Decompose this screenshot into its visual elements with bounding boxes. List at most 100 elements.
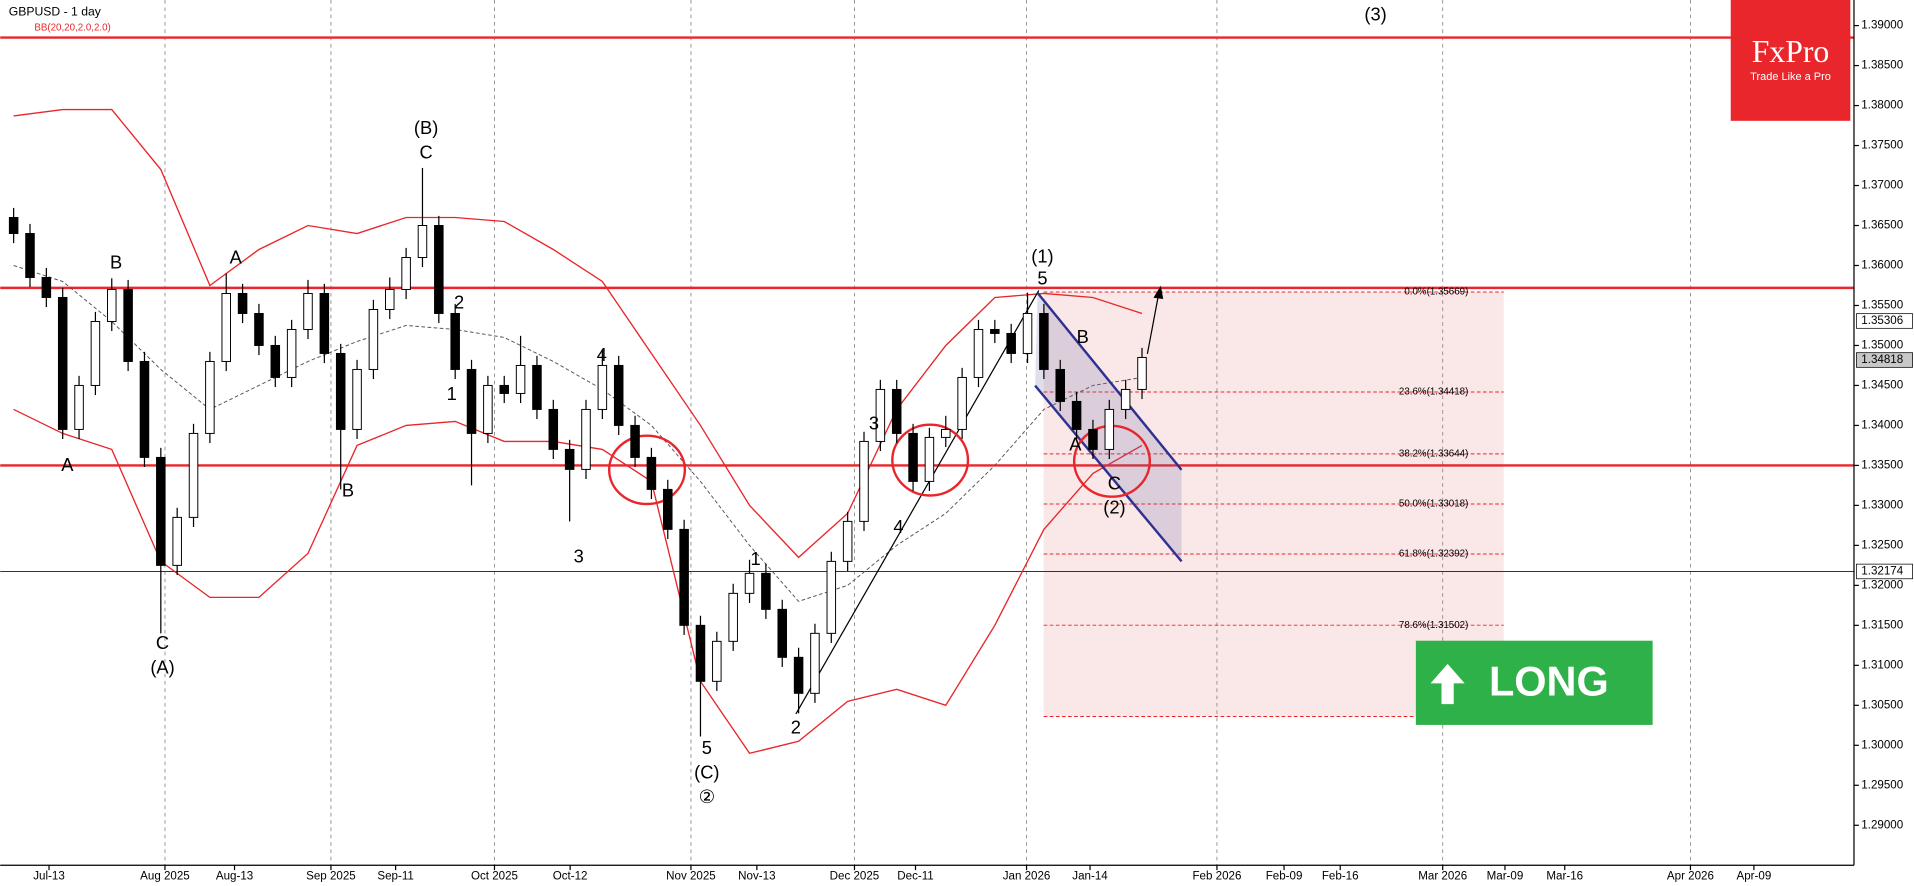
x-tick-label: Nov-13 [738,870,775,882]
x-tick-label: Oct 2025 [471,870,518,882]
wave-label: C [156,632,169,653]
highlight-circle [607,434,687,506]
channel-line [1034,384,1183,563]
candle-body [777,608,788,658]
y-tick-label: 1.36500 [1861,220,1903,232]
wave-label: 5 [702,737,712,758]
candle-body [1104,408,1115,450]
candle-body [107,288,117,322]
bollinger-middle [13,265,1143,602]
y-tick-label: 1.37500 [1861,140,1903,152]
candle-body [548,408,559,450]
candle-body [352,368,362,430]
symbol-title: GBPUSD - 1 day [9,4,102,18]
candle-body [139,360,150,458]
y-tick-label: 1.35000 [1861,340,1903,352]
fib-label: 38.2%(1.33644) [1399,448,1468,459]
wave-label: 4 [893,516,903,537]
wave-label: C [420,142,433,163]
y-tick-label: 1.29500 [1861,779,1903,791]
wave-label: ② [699,786,715,807]
candle-body [1071,400,1082,430]
candle-body [417,225,428,258]
candle-body [875,388,886,442]
candle-body [810,632,820,694]
candle-body [663,488,673,530]
x-tick-label: Feb-09 [1266,870,1303,882]
candle-body [941,428,951,438]
x-tick-label: Feb-16 [1322,870,1359,882]
x-tick-label: Jul-13 [33,870,65,882]
wave-label: (3) [1364,4,1386,25]
candle-body [319,292,330,354]
x-tick-label: Dec-11 [897,870,933,882]
channel-line [1036,292,1183,471]
forecast-arrow [1146,295,1159,355]
candle-body [630,424,640,458]
candle-body [188,432,199,518]
wave-label: (B) [414,117,438,138]
wave-label: (A) [150,657,174,678]
price-tag [1856,563,1913,580]
x-tick-label: Aug 2025 [140,870,190,882]
price-tag-label: 1.34818 [1861,354,1903,366]
candle-body [728,592,738,642]
candle-body [1055,368,1066,402]
x-tick-label: Dec 2025 [830,870,880,882]
y-tick-label: 1.39000 [1861,20,1903,32]
y-tick-label: 1.30500 [1861,699,1903,711]
candle-body [712,640,722,682]
wave-label: 1 [751,548,761,569]
candle-body [761,572,771,610]
candle-body [123,288,133,362]
wave-label: A [61,454,74,475]
wave-label: C [1108,472,1121,493]
candle-body [466,368,477,434]
candle-body [401,257,411,290]
x-tick-label: Sep 2025 [306,870,356,882]
fib-label: 23.6%(1.34418) [1399,387,1468,398]
wave-label: 2 [791,716,801,737]
candle-body [1088,428,1098,450]
wave-label: (2) [1103,497,1125,518]
x-tick-label: Jan-14 [1072,870,1108,882]
up-arrow-icon [1430,663,1465,705]
wave-label: B [110,251,122,272]
x-tick-label: Mar-09 [1487,870,1524,882]
y-tick-label: 1.32000 [1861,579,1903,591]
candle-body [90,320,101,386]
candle-body [156,456,166,566]
y-tick-label: 1.34000 [1861,419,1903,431]
candle-body [744,572,755,594]
candle-body [483,384,493,434]
wave-label: (C) [694,762,719,783]
wave-label: 3 [869,413,879,434]
x-tick-label: Apr 2026 [1667,870,1714,882]
candle-body [1022,312,1033,354]
candle-body [842,520,853,562]
y-tick-label: 1.38500 [1861,60,1903,72]
candle-body [368,308,379,370]
fib-label: 78.6%(1.31502) [1399,620,1468,631]
candle-body [434,225,444,314]
bollinger-lower [13,408,1143,755]
fib-label: 61.8%(1.32392) [1399,549,1468,560]
candle-body [564,448,575,470]
price-tag-label: 1.35306 [1861,315,1903,327]
y-tick-label: 1.36000 [1861,260,1903,272]
fib-label: 0.0%(1.35669) [1404,287,1468,298]
y-tick-label: 1.38000 [1861,100,1903,112]
indicator-label: BB(20,20,2.0,2.0) [34,23,110,34]
wave-label: B [342,480,354,501]
fib-label: 50.0%(1.33018) [1399,499,1468,510]
candle-body [1137,356,1147,390]
wave-label: 3 [574,546,584,567]
wave-label: B [1077,326,1089,347]
bollinger-upper [13,108,1143,559]
candle-body [41,277,52,298]
candle-body [859,440,869,522]
logo-tagline: Trade Like a Pro [1750,71,1831,83]
wave-label: 4 [597,344,607,365]
